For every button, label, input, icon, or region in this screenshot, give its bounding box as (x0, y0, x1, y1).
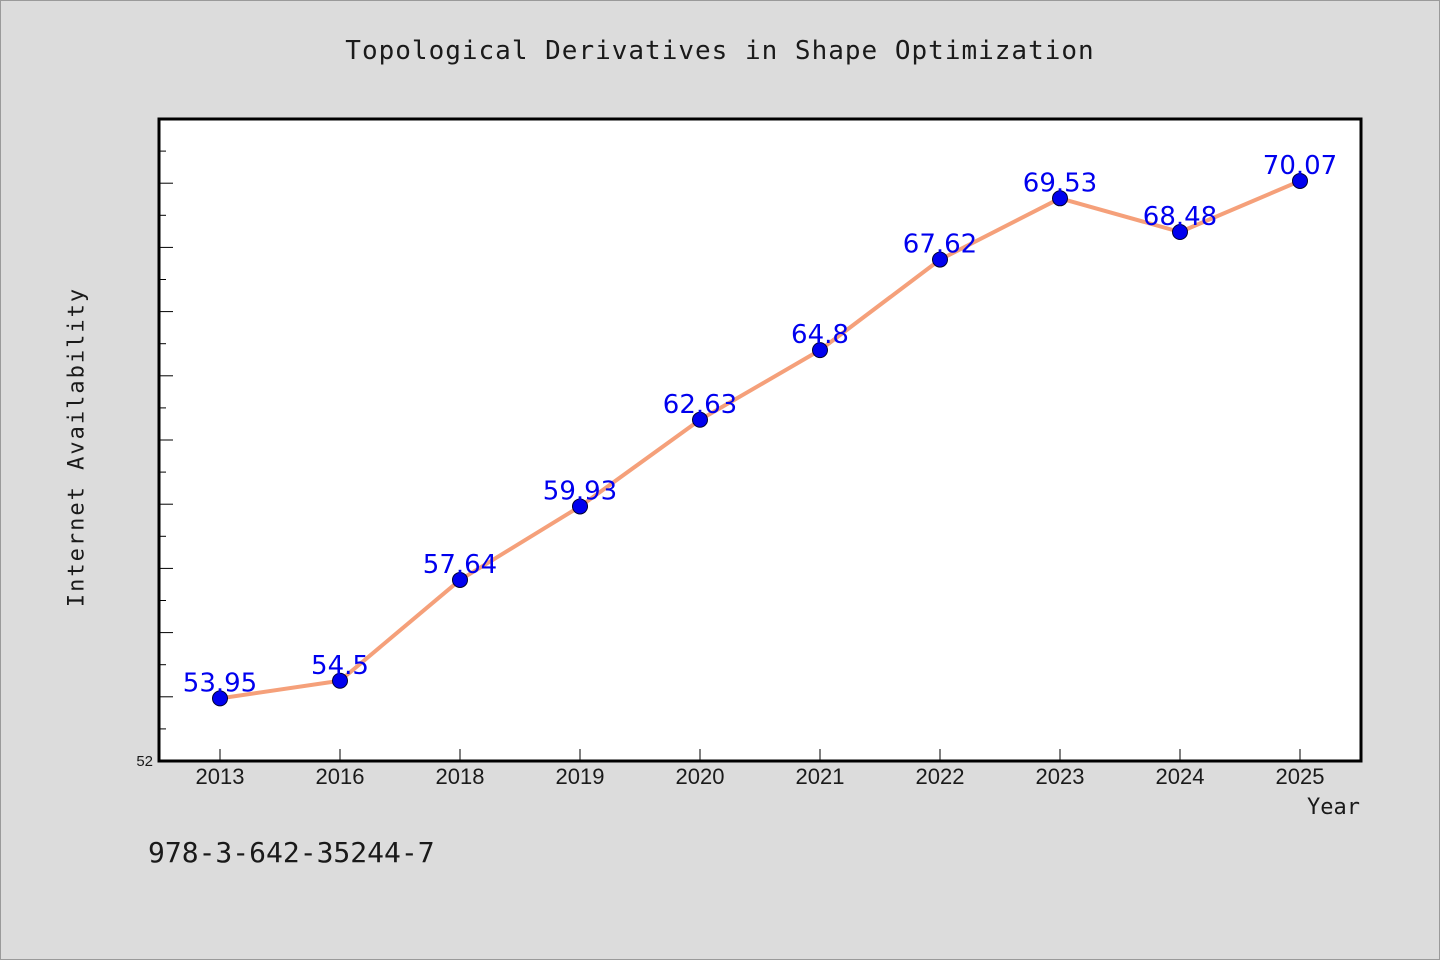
y-axis-ticks: 52 (136, 150, 173, 770)
x-tick-label: 2016 (316, 764, 365, 789)
data-label: 62.63 (663, 390, 737, 420)
data-label: 68.48 (1143, 202, 1217, 232)
data-label: 53.95 (183, 668, 257, 698)
x-tick-label: 2018 (436, 764, 485, 789)
x-tick-label: 2021 (796, 764, 845, 789)
data-label: 67.62 (903, 230, 977, 260)
isbn-text: 978-3-642-35244-7 (148, 836, 435, 869)
data-point (812, 342, 828, 359)
x-tick-label: 2020 (676, 764, 725, 789)
x-tick-label: 2025 (1276, 764, 1325, 789)
data-point (332, 672, 348, 689)
data-point (932, 251, 948, 268)
data-label: 69.53 (1023, 168, 1097, 198)
series-line (218, 178, 1302, 701)
series-group: 53.95 54.5 57.64 59.93 62.63 64.8 67.62 69.53 68… (183, 151, 1337, 707)
x-tick-label: 2023 (1036, 764, 1085, 789)
data-point (692, 411, 708, 428)
data-label: 64.8 (791, 320, 849, 350)
x-axis-ticks: 2013 2016 2018 2019 2020 2021 2022 2023 2024 2025 (196, 749, 1325, 789)
y-tick-label: 52 (136, 753, 153, 770)
data-point (452, 571, 468, 588)
data-label: 57.64 (423, 550, 497, 580)
x-tick-label: 2019 (556, 764, 605, 789)
data-point (212, 690, 228, 707)
data-label: 54.5 (311, 651, 369, 681)
data-point (572, 498, 588, 515)
data-label: 70.07 (1263, 151, 1337, 181)
chart-title: Topological Derivatives in Shape Optimiz… (345, 36, 1095, 66)
data-point (1172, 223, 1188, 240)
x-tick-label: 2024 (1156, 764, 1205, 789)
x-axis-label: Year (1307, 795, 1360, 820)
x-tick-label: 2013 (196, 764, 245, 789)
data-label: 59.93 (543, 476, 617, 506)
data-point (1292, 172, 1308, 189)
x-tick-label: 2022 (916, 764, 965, 789)
data-point (1052, 190, 1068, 207)
